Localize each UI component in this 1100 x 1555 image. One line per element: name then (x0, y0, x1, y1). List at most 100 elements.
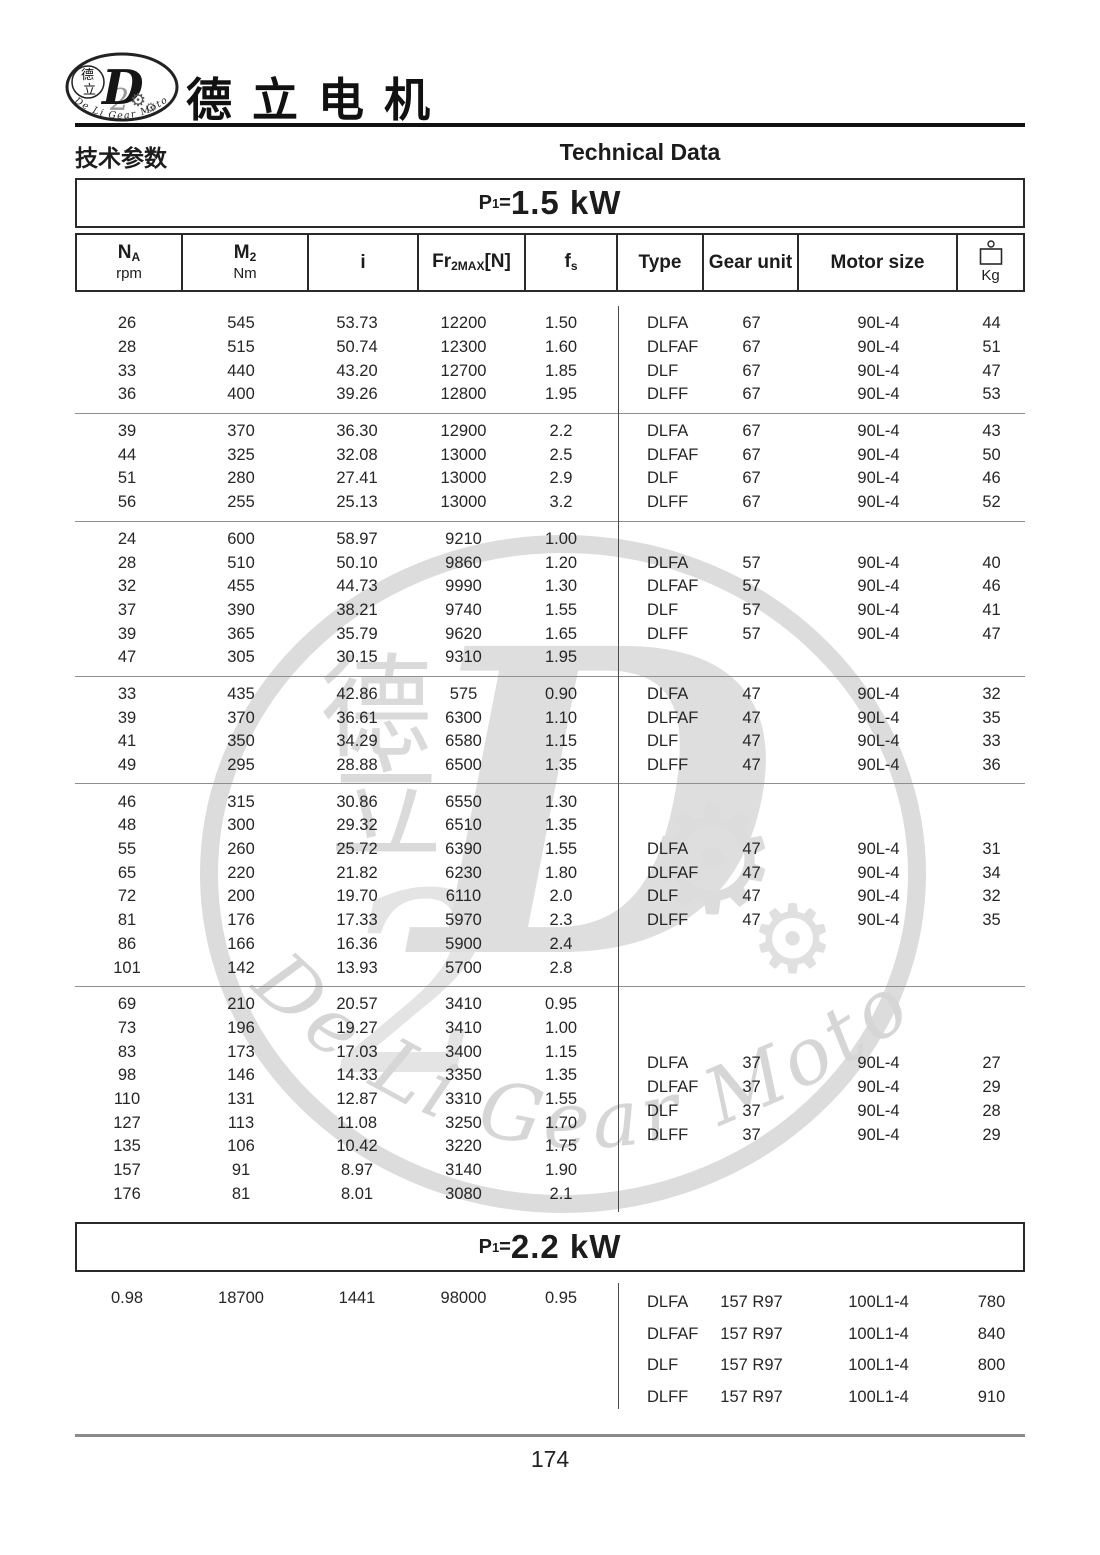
gear-unit-value: 67 (742, 361, 761, 380)
motor-size-value: 90L-4 (857, 887, 900, 906)
i-value: 50.74 (336, 338, 378, 357)
power-value: 1.5 kW (510, 184, 622, 221)
logo-gear-icon: ⚙ (130, 90, 146, 111)
kg-value: 40 (982, 553, 1001, 572)
m2-value: 390 (227, 600, 255, 619)
m2-value: 370 (227, 708, 255, 727)
i-value: 29.32 (336, 816, 378, 835)
brand-name: 德立电机 (186, 73, 450, 127)
group-separator (75, 412, 1025, 414)
logo-d: D (100, 60, 144, 116)
power-symbol-sub: 1 (491, 1239, 500, 1255)
type-value: DLF (647, 600, 679, 619)
fr2max-value: 6110 (445, 887, 482, 906)
fs-value: 0.95 (544, 1289, 578, 1308)
data-row: 98 146 14.33 3350 1.35 (75, 1064, 1025, 1088)
data-row: 39 370 36.61 6300 1.10 (75, 706, 1025, 730)
data-row: 44 325 32.08 13000 2.5 (75, 443, 1025, 467)
type-row: DLFA 57 90L-4 40 (618, 551, 1025, 575)
page-number: 174 (530, 1446, 570, 1472)
m2-value: 365 (227, 624, 255, 643)
type-value: DLF (647, 361, 679, 380)
i-value: 38.21 (336, 600, 378, 619)
type-row: DLF 157 R97 100L1-4 800 (618, 1350, 1025, 1382)
m2-value: 325 (227, 445, 255, 464)
na-value: 26 (117, 314, 137, 333)
motor-size-value: 90L-4 (857, 314, 900, 333)
data-area-2-2kw: 0.98 18700 1441 98000 0.95 DLFA 157 R97 100L1-… (75, 1281, 1025, 1413)
m2-value: 515 (227, 338, 255, 357)
type-row: DLFA 67 90L-4 44 (618, 312, 1025, 336)
motor-size-value: 90L-4 (857, 1078, 900, 1097)
type-value: DLFF (647, 493, 689, 512)
row-group-3: 24 600 58.97 9210 1.00 28 510 50.10 9860 1.20 32 45… (75, 522, 1025, 676)
gear-unit-value: 37 (742, 1101, 761, 1120)
motor-size-value: 90L-4 (857, 1101, 900, 1120)
motor-size-value: 90L-4 (857, 469, 900, 488)
i-value: 35.79 (336, 624, 378, 643)
type-block: DLFA 157 R97 100L1-4 780 DLFAF 157 R97 100L1-4… (618, 1287, 1025, 1413)
table-header-row: NA rpm M2 Nm i Fr2MAX[N] fs Type Gear un… (75, 233, 1025, 292)
m2-value: 260 (227, 840, 255, 859)
i-value: 17.03 (336, 1042, 378, 1061)
na-value: 73 (117, 1018, 137, 1037)
motor-size-value: 90L-4 (857, 338, 900, 357)
i-value: 42.86 (336, 684, 378, 703)
m2-value: 200 (227, 887, 255, 906)
data-row: 48 300 29.32 6510 1.35 (75, 814, 1025, 838)
data-row: 36 400 39.26 12800 1.95 (75, 383, 1025, 407)
row-group-6: 69 210 20.57 3410 0.95 73 196 19.27 3410 1.00 83 17… (75, 987, 1025, 1212)
fs-value: 1.15 (544, 1042, 578, 1061)
data-row: 135 106 10.42 3220 1.75 (75, 1135, 1025, 1159)
section-title-en: Technical Data (559, 139, 721, 165)
motor-size-value: 90L-4 (857, 732, 900, 751)
column-divider (618, 306, 619, 1213)
data-row: 86 166 16.36 5900 2.4 (75, 933, 1025, 957)
m2-value: 600 (227, 529, 255, 548)
type-value: DLFAF (647, 1078, 699, 1097)
motor-size-value: 90L-4 (857, 756, 900, 775)
m2-value: 440 (227, 361, 255, 380)
kg-value: 50 (982, 445, 1001, 464)
kg-value: 52 (982, 493, 1001, 512)
motor-size-value: 90L-4 (857, 840, 900, 859)
type-row: DLFA 47 90L-4 32 (618, 683, 1025, 707)
type-block: DLFA 47 90L-4 32 DLFAF 47 90L-4 35 DLF 47 90L-4 33 D… (618, 683, 1025, 778)
na-value: 48 (117, 816, 137, 835)
motor-size-value: 90L-4 (857, 422, 900, 441)
type-row: DLFF 37 90L-4 29 (618, 1123, 1025, 1147)
i-value: 27.41 (336, 469, 378, 488)
fr2max-value: 12900 (440, 422, 487, 441)
row-group-4: 33 435 42.86 575 0.90 39 370 36.61 6300 1.10 41 350… (75, 677, 1025, 784)
motor-size-value: 90L-4 (857, 445, 900, 464)
data-row: 39 370 36.30 12900 2.2 (75, 420, 1025, 444)
m2-unit: Nm (233, 265, 257, 283)
data-row: 110 131 12.87 3310 1.55 (75, 1088, 1025, 1112)
data-row: 49 295 28.88 6500 1.35 (75, 754, 1025, 778)
fr2max-value: 5970 (445, 911, 482, 930)
motor-size-value: 100L1-4 (848, 1324, 909, 1343)
column-divider (618, 1283, 619, 1409)
fs-value: 1.35 (544, 756, 578, 775)
na-value: 39 (117, 422, 137, 441)
type-row: DLF 37 90L-4 28 (618, 1100, 1025, 1124)
motor-size-value: 90L-4 (857, 624, 900, 643)
data-row: 0.98 18700 1441 98000 0.95 (75, 1287, 606, 1311)
na-unit: rpm (116, 265, 142, 283)
motor-size-value: 90L-4 (857, 493, 900, 512)
data-row: 32 455 44.73 9990 1.30 (75, 575, 1025, 599)
na-value: 135 (113, 1137, 141, 1156)
kg-value: 32 (982, 684, 1001, 703)
fr2max-value: 6390 (445, 840, 482, 859)
i-value: 8.01 (340, 1184, 374, 1203)
kg-value: 46 (982, 577, 1001, 596)
data-row: 51 280 27.41 13000 2.9 (75, 467, 1025, 491)
kg-value: 33 (982, 732, 1001, 751)
na-value: 98 (117, 1066, 137, 1085)
company-logo: 德 立 2 D ⚙ ⚙ De Li Gear Motor (60, 50, 179, 122)
i-value: 53.73 (336, 314, 378, 333)
i-value: 32.08 (336, 445, 378, 464)
na-sub: A (131, 250, 141, 265)
type-row: DLFA 67 90L-4 43 (618, 420, 1025, 444)
na-value: 46 (117, 792, 137, 811)
